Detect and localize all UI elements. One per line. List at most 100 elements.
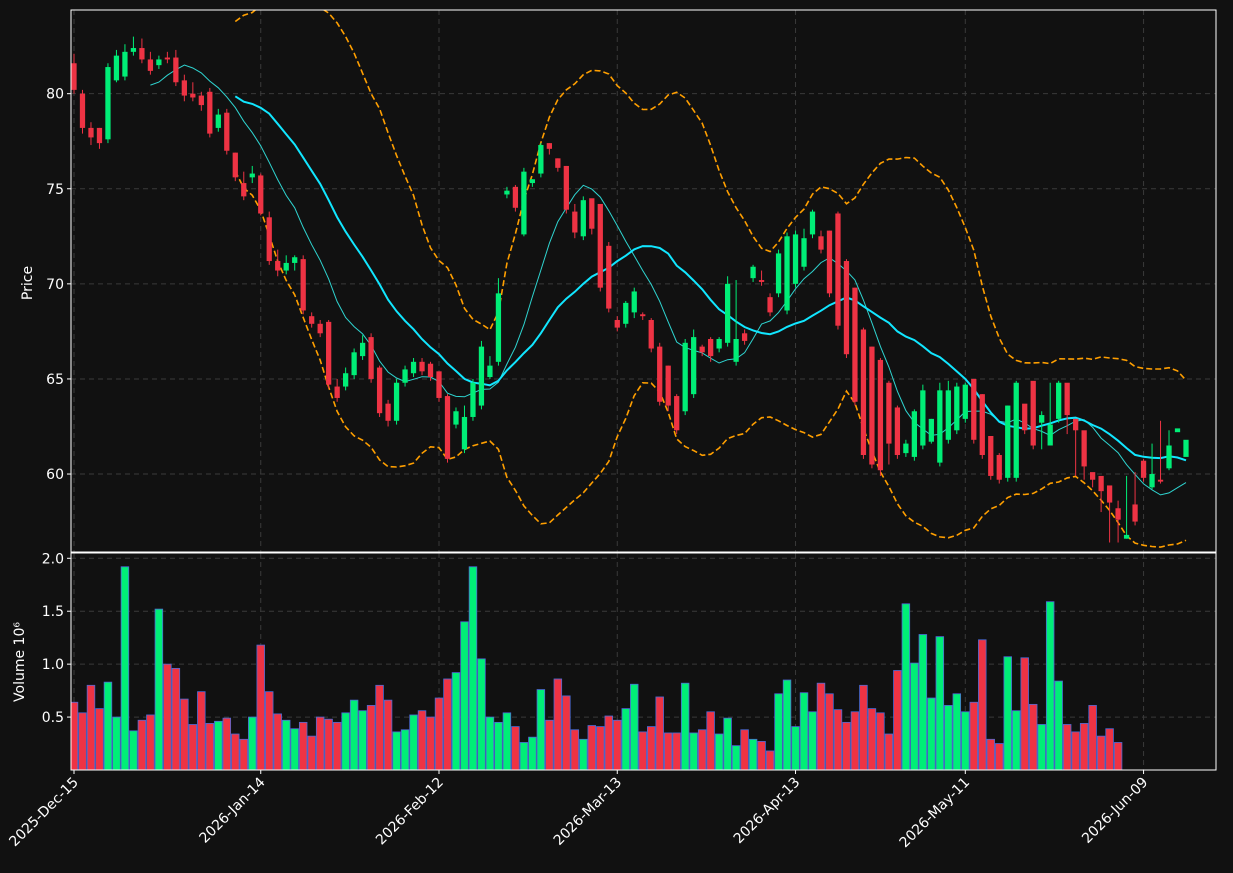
volume-bar — [553, 678, 563, 770]
volume-bar — [952, 693, 962, 770]
volume-bar — [910, 662, 919, 770]
candle-body — [1123, 534, 1130, 539]
candle-body — [241, 183, 247, 197]
candle-body — [232, 152, 238, 178]
candle — [758, 270, 765, 286]
candle-body — [105, 67, 111, 140]
volume-bar — [307, 735, 316, 770]
volume-bar — [163, 663, 172, 770]
volume-bar — [604, 715, 613, 770]
candle-body — [309, 316, 315, 324]
candle-body — [113, 55, 120, 81]
candle-body — [928, 418, 934, 442]
candle-body — [1115, 508, 1121, 520]
volume-bar — [536, 689, 546, 770]
candle-body — [988, 435, 994, 476]
price-axis-ticks: 60 65 70 75 80 — [46, 87, 71, 483]
candle-body — [580, 200, 586, 237]
volume-bar — [978, 639, 987, 770]
candle-body — [326, 321, 332, 385]
volume-bar — [935, 636, 945, 770]
price-grid — [71, 10, 1216, 552]
candle — [979, 394, 985, 459]
candle — [657, 342, 663, 406]
candle-body — [1022, 403, 1028, 431]
moving-averages — [150, 64, 1187, 496]
candle-body — [427, 363, 434, 378]
volume-bar — [1028, 703, 1038, 770]
volume-bar — [1088, 705, 1097, 770]
candle-body — [292, 257, 298, 263]
volume-bar — [273, 713, 282, 770]
candle-body — [546, 143, 552, 149]
candle — [682, 339, 688, 416]
candle — [368, 333, 374, 383]
candle — [402, 365, 408, 387]
price-tick-label: 60 — [46, 467, 64, 483]
candle — [275, 249, 281, 277]
volume-bar — [944, 705, 953, 770]
volume-bar — [579, 738, 588, 770]
volume-bar — [188, 724, 198, 770]
candle — [139, 38, 145, 64]
candle — [343, 367, 349, 391]
candle — [665, 365, 671, 412]
volume-bar — [214, 720, 223, 770]
price-panel-frame — [70, 9, 1217, 553]
volume-bar — [358, 710, 367, 770]
candle-body — [1073, 418, 1079, 431]
candle-body — [971, 378, 977, 440]
volume-bar — [1096, 735, 1106, 770]
candle-body — [71, 63, 77, 90]
candle-body — [716, 339, 722, 349]
candle-body — [79, 93, 86, 128]
candle — [164, 51, 171, 64]
candle — [147, 51, 154, 75]
candle-body — [156, 59, 162, 66]
candle-body — [589, 198, 595, 229]
candle — [1081, 430, 1087, 480]
volume-bar — [621, 708, 630, 770]
candle — [181, 74, 187, 102]
candle-body — [1064, 382, 1070, 416]
candle-body — [674, 396, 680, 431]
candle — [1073, 418, 1079, 476]
candle-body — [376, 367, 383, 414]
candle-body — [538, 145, 544, 174]
candle-body — [733, 339, 739, 362]
candle — [894, 405, 901, 459]
candle — [1149, 443, 1155, 490]
candle-body — [470, 382, 476, 417]
candle — [283, 255, 289, 275]
candle-body — [521, 171, 527, 235]
candle-body — [996, 455, 1002, 480]
volume-bar — [154, 608, 164, 770]
candle — [784, 232, 790, 315]
candle-body — [869, 346, 875, 465]
volume-bar — [315, 716, 325, 770]
candle — [351, 348, 357, 379]
candle — [105, 63, 111, 144]
volume-bar — [205, 723, 215, 770]
candle-body — [164, 57, 171, 60]
bollinger-bands — [234, 10, 1187, 548]
candle — [207, 87, 213, 138]
x-tick-label: 2026-Jan-14 — [197, 774, 269, 846]
candle-body — [648, 319, 654, 349]
candle — [198, 91, 204, 111]
volume-bar — [791, 726, 800, 770]
candle-body — [597, 203, 603, 288]
candle-body — [937, 390, 943, 463]
volume-bar — [197, 691, 206, 770]
candle — [538, 143, 544, 178]
volume-bar — [647, 726, 656, 770]
candle-body — [1013, 382, 1019, 478]
candle — [1123, 475, 1130, 539]
volume-bar — [256, 644, 265, 770]
candle — [326, 319, 332, 389]
volume-bar — [808, 711, 817, 770]
candle — [495, 278, 502, 366]
x-tick-label: 2025-Dec-15 — [6, 775, 81, 850]
candle-body — [826, 230, 833, 294]
volume-bar — [528, 736, 537, 770]
